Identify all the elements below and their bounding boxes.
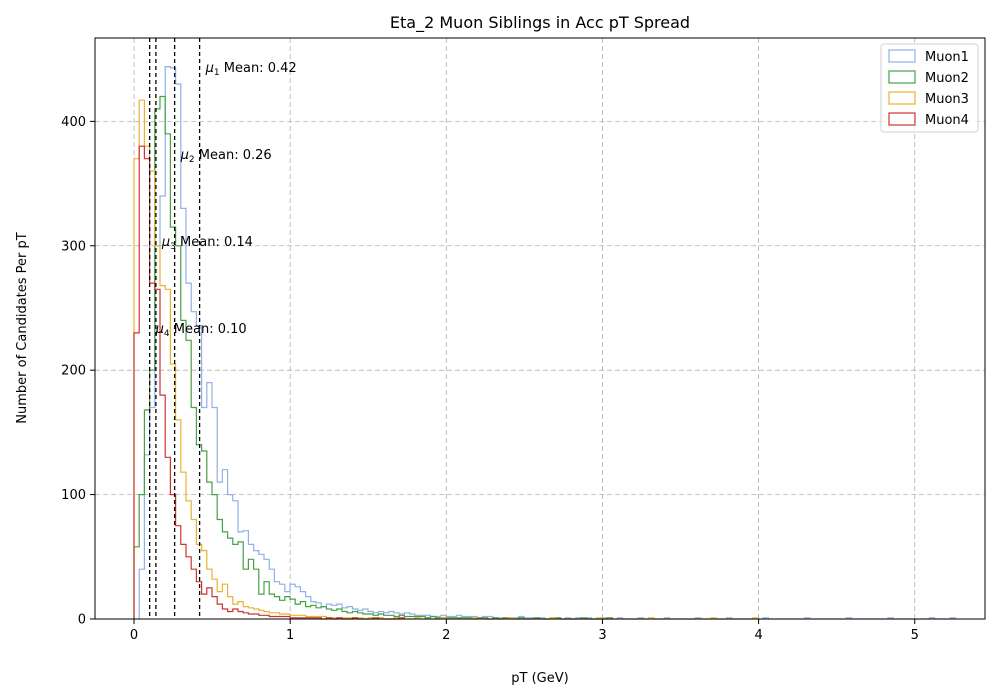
histogram-series-muon4 bbox=[133, 145, 405, 620]
mean-annotation-muon2: μ2 Mean: 0.26 bbox=[180, 148, 272, 165]
plot-frame bbox=[94, 37, 986, 620]
y-axis-title: Number of Candidates Per pT bbox=[15, 232, 30, 423]
x-tick-label: 2 bbox=[442, 628, 450, 643]
y-tick-label: 100 bbox=[61, 488, 86, 503]
legend-box bbox=[880, 43, 979, 133]
legend-label-muon2: Muon2 bbox=[925, 71, 969, 86]
histogram-series-muon2 bbox=[133, 95, 613, 620]
y-tick-label: 400 bbox=[61, 115, 86, 130]
mean-annotation-muon3: μ3 Mean: 0.14 bbox=[161, 235, 253, 252]
x-axis-title: pT (GeV) bbox=[511, 671, 568, 686]
chart-title: Eta_2 Muon Siblings in Acc pT Spread bbox=[390, 13, 690, 33]
x-tick-label: 3 bbox=[598, 628, 606, 643]
legend-swatch-muon3 bbox=[888, 91, 916, 105]
plot-area: μ1 Mean: 0.42 μ2 Mean: 0.26 μ3 Mean: 0.14 μ… bbox=[61, 37, 986, 643]
y-tick-label: 200 bbox=[61, 364, 86, 379]
y-tick-label: 300 bbox=[61, 239, 86, 254]
x-tick-label: 4 bbox=[754, 628, 762, 643]
y-tick-label: 0 bbox=[78, 613, 86, 628]
mean-annotation-muon4: μ4 Mean: 0.10 bbox=[155, 322, 247, 339]
legend-label-muon4: Muon4 bbox=[925, 113, 969, 128]
legend-swatch-muon1 bbox=[888, 49, 916, 63]
x-tick-label: 0 bbox=[130, 628, 138, 643]
legend: Muon1 Muon2 Muon3 Muon4 bbox=[880, 43, 979, 133]
legend-label-muon1: Muon1 bbox=[925, 50, 969, 65]
legend-swatch-muon4 bbox=[888, 112, 916, 126]
x-tick-label: 5 bbox=[911, 628, 919, 643]
x-tick-label: 1 bbox=[286, 628, 294, 643]
legend-swatch-muon2 bbox=[888, 70, 916, 84]
mean-annotation-muon1: μ1 Mean: 0.42 bbox=[205, 61, 297, 78]
legend-label-muon3: Muon3 bbox=[925, 92, 969, 107]
